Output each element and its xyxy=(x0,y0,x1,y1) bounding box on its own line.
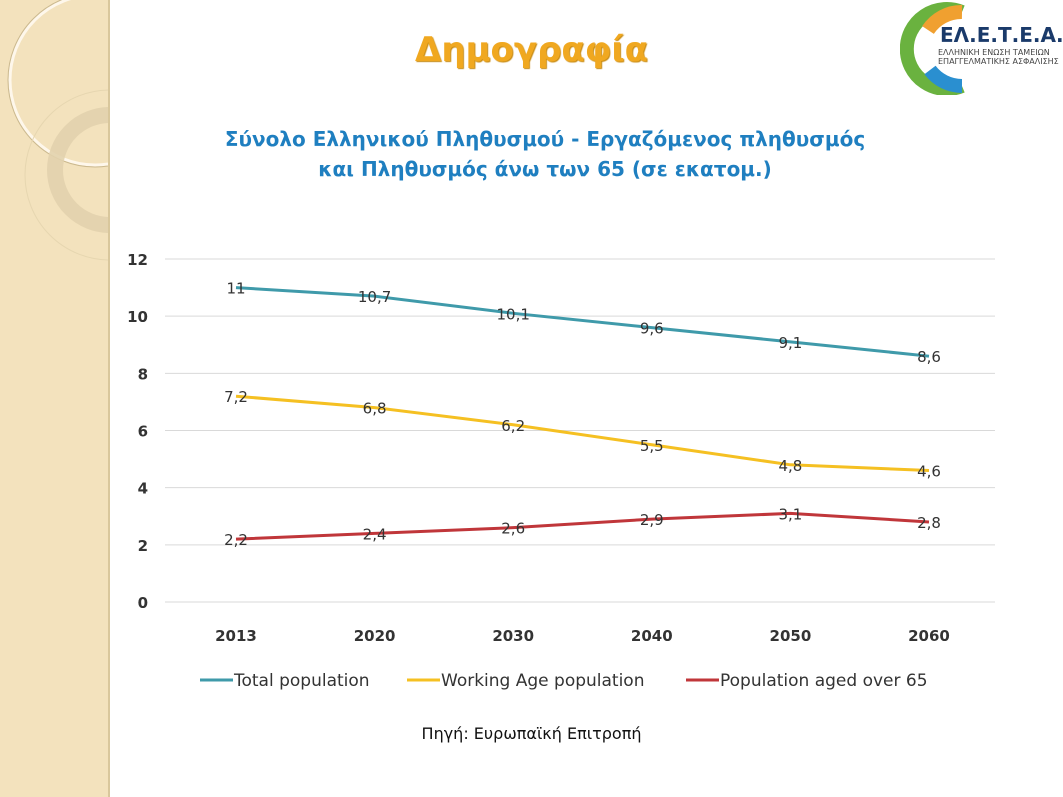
chart-title: Σύνολο Ελληνικού Πληθυσμού - Εργαζόμενος… xyxy=(140,124,950,184)
y-tick-label: 12 xyxy=(127,251,148,269)
legend-label: Total population xyxy=(233,671,370,691)
legend-label: Population aged over 65 xyxy=(720,671,928,691)
data-label: 4,6 xyxy=(917,463,941,481)
data-label: 2,4 xyxy=(363,525,387,543)
legend-label: Working Age population xyxy=(441,671,645,691)
x-tick-label: 2050 xyxy=(770,627,812,645)
source-note: Πηγή: Ευρωπαϊκή Επιτροπή xyxy=(421,724,642,743)
y-tick-label: 10 xyxy=(127,308,148,326)
logo-subtext: ΕΛΛΗΝΙΚΗ ΕΝΩΣΗ ΤΑΜΕΙΩΝ ΕΠΑΓΓΕΛΜΑΤΙΚΗΣ ΑΣ… xyxy=(938,48,1059,66)
decorative-rings xyxy=(7,0,108,261)
data-label: 9,6 xyxy=(640,320,664,338)
eletea-logo: ΕΛ.Ε.Τ.Ε.Α. xyxy=(899,0,1063,96)
data-label: 2,8 xyxy=(917,514,941,532)
chart-title-line1: Σύνολο Ελληνικού Πληθυσμού - Εργαζόμενος… xyxy=(224,127,866,151)
data-label: 2,9 xyxy=(640,511,664,529)
data-label: 9,1 xyxy=(778,334,802,352)
data-label: 11 xyxy=(226,280,245,298)
data-label: 6,8 xyxy=(363,400,387,418)
y-tick-label: 6 xyxy=(138,423,148,441)
x-tick-label: 2060 xyxy=(908,627,950,645)
series-line xyxy=(235,394,930,473)
data-label: 5,5 xyxy=(640,437,664,455)
y-tick-label: 2 xyxy=(138,537,148,555)
x-tick-label: 2013 xyxy=(215,627,257,645)
y-tick-label: 0 xyxy=(138,594,148,612)
decorative-sidebar xyxy=(0,0,110,797)
data-label: 2,6 xyxy=(501,520,525,538)
x-tick-label: 2030 xyxy=(492,627,534,645)
data-label: 3,1 xyxy=(778,505,802,523)
data-label: 10,1 xyxy=(496,305,529,323)
data-label: 10,7 xyxy=(358,288,391,306)
data-label: 2,2 xyxy=(224,531,248,549)
series-line xyxy=(235,511,930,541)
logo-text: ΕΛ.Ε.Τ.Ε.Α. xyxy=(940,23,1063,47)
chart-title-line2: και Πληθυσμός άνω των 65 (σε εκατομ.) xyxy=(318,157,772,181)
slide-title: Δημογραφία xyxy=(415,30,648,70)
x-tick-label: 2040 xyxy=(631,627,673,645)
data-label: 6,2 xyxy=(501,417,525,435)
y-tick-label: 4 xyxy=(138,480,148,498)
data-label: 7,2 xyxy=(224,388,248,406)
series-line xyxy=(235,286,930,358)
x-tick-label: 2020 xyxy=(354,627,396,645)
data-label: 8,6 xyxy=(917,348,941,366)
data-label: 4,8 xyxy=(778,457,802,475)
y-tick-label: 8 xyxy=(138,365,148,383)
